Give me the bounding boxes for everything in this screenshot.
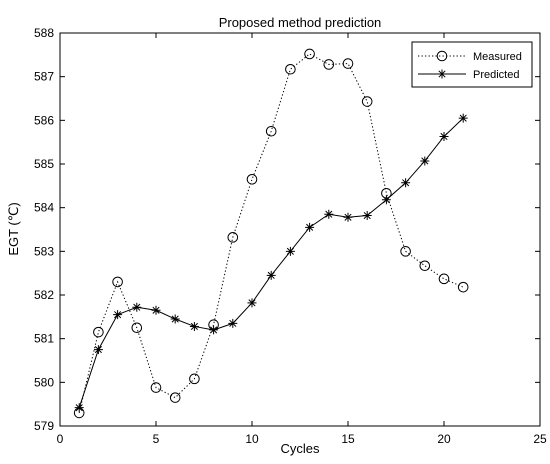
x-tick-label: 15 [341, 432, 355, 446]
legend-label-predicted: Predicted [473, 69, 519, 81]
y-tick-label: 581 [34, 332, 54, 346]
series-line-measured [78, 53, 464, 414]
data-point-measured [342, 58, 354, 69]
data-point-predicted [113, 310, 123, 320]
data-point-predicted [189, 321, 199, 331]
x-tick-label: 10 [245, 432, 259, 446]
data-point-measured [323, 59, 335, 70]
x-tick-label: 25 [533, 432, 547, 446]
y-tick-label: 585 [34, 157, 54, 171]
data-point-measured [227, 232, 239, 243]
legend-box [411, 41, 533, 88]
x-tick-label: 20 [437, 432, 451, 446]
data-point-measured [285, 63, 296, 75]
chart-title: Proposed method prediction [219, 15, 382, 30]
y-tick-label: 582 [34, 288, 54, 302]
y-tick-label: 588 [34, 26, 54, 40]
x-axis-ticks: 0 5 10 15 20 25 [57, 33, 547, 446]
data-point-predicted [151, 305, 161, 315]
data-point-predicted [247, 298, 257, 308]
data-point-predicted [305, 222, 315, 232]
data-point-measured [169, 392, 181, 403]
data-point-measured [246, 173, 258, 185]
data-point-predicted [74, 403, 84, 413]
data-point-predicted [228, 318, 238, 328]
x-tick-label: 5 [153, 432, 160, 446]
series-predicted [74, 113, 468, 413]
data-point-measured [93, 326, 104, 338]
y-tick-label: 583 [34, 244, 54, 258]
x-tick-label: 0 [57, 432, 64, 446]
x-axis-label: Cycles [280, 441, 320, 456]
data-point-predicted [324, 209, 334, 219]
y-tick-label: 584 [34, 201, 54, 215]
legend-marker-predicted [437, 69, 447, 79]
legend-marker-measured [436, 50, 448, 62]
y-axis-ticks: 579 580 581 582 583 584 585 586 587 588 [34, 26, 540, 433]
data-point-measured [419, 260, 431, 272]
data-point-measured [361, 96, 373, 107]
plot-area [59, 32, 541, 427]
data-point-predicted [401, 178, 411, 188]
data-point-predicted [458, 113, 468, 123]
data-point-measured [189, 373, 200, 385]
data-point-measured [112, 276, 123, 288]
data-point-measured [438, 273, 450, 285]
legend-label-measured: Measured [473, 51, 522, 63]
data-point-measured [304, 48, 315, 60]
y-tick-label: 579 [34, 419, 54, 433]
data-point-predicted [420, 156, 430, 166]
data-point-predicted [170, 314, 180, 324]
data-point-predicted [93, 345, 103, 355]
legend-entry-predicted: Predicted [418, 69, 519, 81]
y-axis-label: EGT (℃) [6, 202, 21, 255]
data-point-predicted [362, 211, 372, 221]
data-point-predicted [343, 212, 353, 222]
y-tick-label: 587 [34, 70, 54, 84]
y-tick-label: 580 [34, 375, 54, 389]
data-point-measured [265, 125, 277, 137]
data-point-predicted [266, 270, 276, 280]
legend-entry-measured: Measured [418, 50, 522, 63]
y-tick-label: 586 [34, 113, 54, 127]
data-point-predicted [439, 131, 449, 141]
data-point-measured [400, 246, 411, 257]
series-layer [73, 48, 469, 419]
data-point-measured [150, 382, 162, 393]
data-point-predicted [132, 302, 142, 312]
series-measured [73, 48, 469, 419]
data-point-measured [457, 281, 469, 293]
data-point-predicted [209, 325, 219, 335]
legend: Measured Predicted [411, 41, 533, 88]
data-point-predicted [381, 195, 391, 205]
data-point-measured [131, 322, 143, 334]
data-point-predicted [285, 246, 295, 256]
